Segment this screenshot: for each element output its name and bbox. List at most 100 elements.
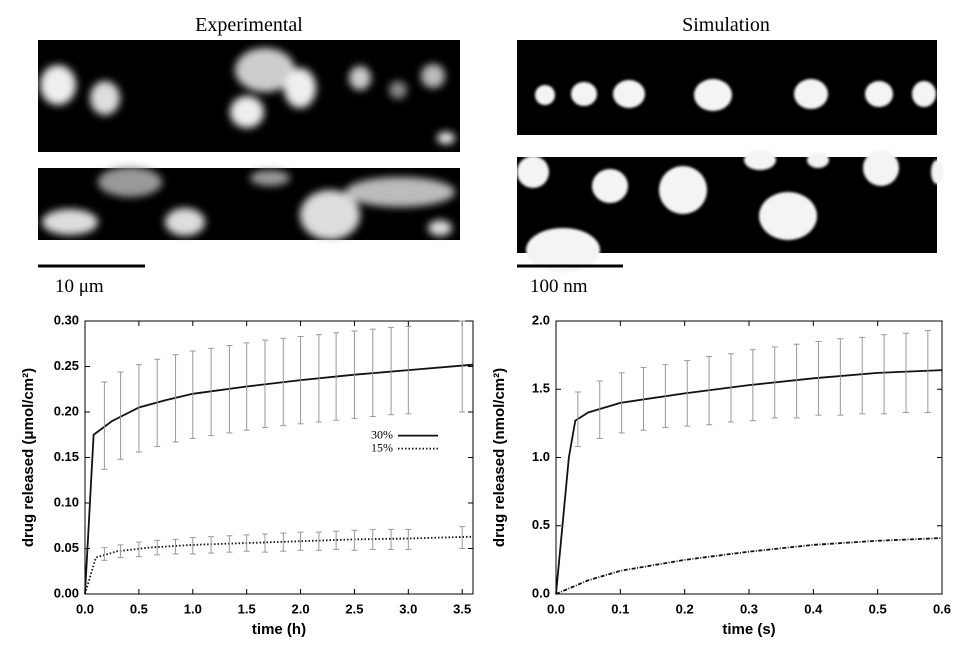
error-bar: [101, 547, 108, 561]
panel-title: Experimental: [195, 14, 303, 36]
x-axis-label: time (s): [722, 621, 775, 638]
error-bar: [243, 342, 250, 431]
error-bar: [662, 364, 669, 428]
series-line: [84, 535, 474, 595]
x-axis-label: time (h): [252, 621, 306, 638]
error-bar: [226, 345, 233, 434]
error-bar: [189, 350, 196, 439]
series-line: [84, 363, 474, 595]
x-tick-label: 0.4: [804, 601, 823, 616]
error-bar: [333, 530, 340, 550]
x-tick-label: 0.1: [611, 601, 629, 616]
error-bar: [924, 330, 931, 413]
y-tick-label: 0.25: [54, 358, 79, 373]
error-bar: [117, 371, 124, 460]
x-tick-label: 0.0: [76, 601, 94, 616]
error-bar: [706, 355, 713, 426]
x-tick-label: 3.5: [453, 601, 471, 616]
x-tick-label: 1.5: [238, 601, 256, 616]
error-bar: [135, 364, 142, 453]
x-tick-label: 2.5: [345, 601, 363, 616]
panel-title: Simulation: [682, 14, 770, 36]
legend-label: 30%: [371, 427, 393, 441]
error-bar: [815, 340, 822, 416]
y-tick-label: 0.00: [54, 585, 79, 600]
y-tick-label: 1.5: [532, 381, 550, 396]
error-bar: [280, 337, 287, 427]
error-bar: [280, 532, 287, 552]
x-tick-label: 0.2: [676, 601, 694, 616]
error-bar: [749, 349, 756, 422]
error-bar: [315, 334, 322, 423]
error-bar: [388, 528, 395, 550]
x-tick-label: 0.5: [130, 601, 148, 616]
error-bar: [574, 391, 581, 448]
error-bar: [405, 325, 412, 415]
error-bar: [640, 366, 647, 431]
y-tick-label: 1.0: [532, 449, 550, 464]
y-tick-label: 0.20: [54, 403, 79, 418]
error-bar: [172, 354, 179, 443]
series-line: [555, 537, 943, 595]
x-tick-label: 0.6: [933, 601, 951, 616]
y-tick-label: 0.10: [54, 494, 79, 509]
error-bar: [172, 538, 179, 555]
x-tick-label: 0.0: [547, 601, 565, 616]
y-tick-label: 0.05: [54, 540, 79, 555]
error-bar: [315, 531, 322, 551]
error-bar: [226, 535, 233, 553]
simulation-image: [517, 40, 943, 272]
error-bar: [208, 536, 215, 554]
y-axis-label: drug released (nmol/cm²): [491, 368, 508, 547]
error-bar: [859, 336, 866, 415]
error-bar: [902, 332, 909, 413]
error-bar: [618, 372, 625, 434]
error-bar: [333, 332, 340, 421]
error-bar: [459, 526, 466, 549]
y-tick-label: 0.30: [54, 312, 79, 327]
error-bar: [369, 528, 376, 550]
y-tick-label: 0.0: [532, 585, 550, 600]
error-bar: [388, 326, 395, 416]
error-bar: [189, 537, 196, 555]
error-bar: [459, 320, 466, 413]
error-bar: [261, 339, 268, 428]
y-axis-label: drug released (μmol/cm²): [20, 368, 37, 547]
x-tick-label: 0.3: [740, 601, 758, 616]
error-bar: [405, 528, 412, 550]
error-bar: [351, 529, 358, 551]
error-bar: [117, 544, 124, 559]
scale-label: 100 nm: [530, 276, 588, 297]
error-bar: [881, 334, 888, 415]
legend-label: 15%: [371, 440, 393, 454]
error-bar: [793, 343, 800, 419]
error-bar: [297, 531, 304, 551]
x-tick-label: 3.0: [399, 601, 417, 616]
plot-frame: [84, 320, 474, 595]
error-bar: [727, 353, 734, 423]
scale-label: 10 μm: [55, 276, 104, 297]
experimental-image: [38, 40, 460, 240]
y-tick-label: 0.5: [532, 517, 550, 532]
error-bar: [684, 360, 691, 427]
error-bar: [243, 534, 250, 552]
error-bar: [771, 346, 778, 419]
error-bar: [101, 381, 108, 470]
x-tick-label: 1.0: [184, 601, 202, 616]
error-bar: [369, 328, 376, 418]
x-tick-label: 0.5: [869, 601, 887, 616]
y-tick-label: 0.15: [54, 449, 79, 464]
error-bar: [596, 380, 603, 439]
series-line: [555, 369, 943, 595]
error-bar: [297, 335, 304, 425]
error-bar: [154, 539, 161, 556]
y-tick-label: 2.0: [532, 312, 550, 327]
error-bar: [837, 338, 844, 416]
error-bar: [351, 330, 358, 419]
error-bar: [154, 358, 161, 448]
error-bar: [208, 347, 215, 437]
error-bar: [261, 533, 268, 553]
x-tick-label: 2.0: [292, 601, 310, 616]
error-bar: [135, 541, 142, 558]
